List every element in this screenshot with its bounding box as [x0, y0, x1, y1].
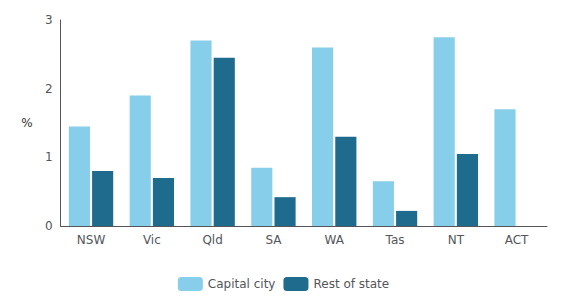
svg-text:NSW: NSW [77, 233, 106, 247]
svg-text:0: 0 [45, 219, 53, 233]
svg-text:Vic: Vic [143, 233, 161, 247]
svg-text:Qld: Qld [202, 233, 222, 247]
svg-text:3: 3 [45, 13, 53, 27]
svg-text:NT: NT [448, 233, 465, 247]
svg-text:WA: WA [325, 233, 345, 247]
svg-text:%: % [21, 116, 32, 130]
svg-text:Rest of state: Rest of state [313, 277, 389, 291]
svg-text:ACT: ACT [505, 233, 529, 247]
svg-text:Capital city: Capital city [208, 277, 276, 291]
svg-text:SA: SA [265, 233, 282, 247]
svg-text:2: 2 [45, 82, 53, 96]
svg-text:1: 1 [45, 150, 53, 164]
svg-text:Tas: Tas [385, 233, 405, 247]
